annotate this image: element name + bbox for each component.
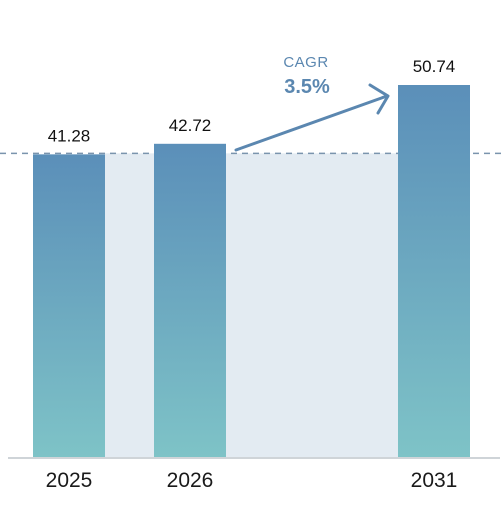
value-labels: 41.28 42.72 50.74 (48, 57, 456, 145)
background-bands (105, 153, 398, 457)
category-label-2025: 2025 (46, 469, 93, 492)
category-label-2026: 2026 (167, 469, 214, 492)
cagr-annotation: CAGR 3.5% (234, 54, 390, 152)
cagr-value: 3.5% (284, 76, 330, 98)
cagr-label: CAGR (283, 54, 328, 71)
value-label-2031: 50.74 (413, 57, 456, 76)
cagr-arrow-icon (234, 94, 389, 152)
bar-2026 (154, 143, 226, 457)
band-0 (105, 153, 154, 457)
bar-2025 (33, 154, 105, 457)
cagr-arrowhead-icon (368, 83, 390, 115)
category-label-2031: 2031 (411, 469, 458, 492)
band-1 (226, 153, 398, 457)
bars (33, 85, 470, 457)
bar-2031 (398, 85, 470, 457)
value-label-2026: 42.72 (169, 116, 212, 135)
category-labels: 2025 2026 2031 (46, 469, 458, 492)
value-label-2025: 41.28 (48, 126, 91, 145)
